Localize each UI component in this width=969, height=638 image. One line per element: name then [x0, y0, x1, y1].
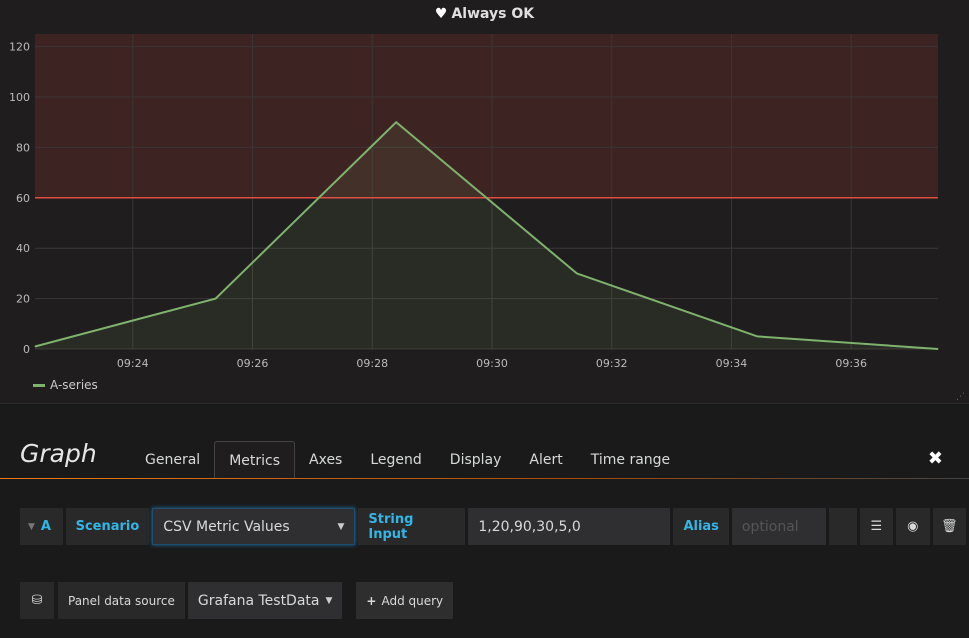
datasource-row: ⛁ Panel data source Grafana TestData ▼ + A… [20, 582, 456, 619]
y-tick-label: 80 [16, 141, 30, 154]
x-tick-label: 09:34 [716, 357, 748, 370]
threshold-region [35, 34, 938, 198]
trash-icon[interactable]: 🗑 [932, 508, 967, 545]
string-input-label: String Input [358, 508, 466, 545]
eye-icon[interactable]: ◉ [896, 508, 930, 545]
y-tick-label: 40 [16, 242, 30, 255]
series-swatch [33, 383, 45, 387]
x-tick-label: 09:28 [356, 357, 388, 370]
y-tick-label: 60 [16, 192, 30, 205]
query-ref-toggle[interactable]: ▼ A [20, 508, 63, 545]
scenario-label: Scenario [65, 508, 150, 545]
heart-icon: ♥ [434, 6, 448, 22]
x-tick-label: 09:36 [835, 357, 867, 370]
tab-axes[interactable]: Axes [309, 452, 343, 468]
editor-title: Graph [20, 439, 97, 468]
alias-label: Alias [673, 508, 729, 545]
caret-down-icon: ▼ [28, 521, 35, 532]
series-line [34, 120, 939, 350]
x-tick-label: 09:24 [117, 357, 149, 370]
tab-divider [0, 478, 969, 479]
tab-legend[interactable]: Legend [370, 452, 422, 468]
data-point [34, 345, 36, 347]
y-tick-label: 100 [9, 91, 30, 104]
graph-chart[interactable]: 0 20 40 60 80 100 120 09:24 09:26 09:28 09:30 09:32… [0, 0, 969, 375]
data-point [215, 298, 217, 300]
plot-area [35, 34, 938, 349]
tab-time-range[interactable]: Time range [590, 452, 671, 468]
legend-item[interactable]: A-series [33, 378, 98, 392]
plus-icon: + [366, 593, 377, 608]
menu-icon[interactable]: ☰ [859, 508, 894, 545]
caret-down-icon: ▼ [325, 595, 333, 606]
string-input-field[interactable]: 1,20,90,30,5,0 [468, 508, 671, 545]
query-row: ▼ A Scenario CSV Metric Values ▼ String In… [20, 508, 969, 545]
alias-input[interactable]: optional [731, 508, 826, 545]
tab-alert[interactable]: Alert [529, 452, 563, 468]
editor-tabs: General Metrics Axes Legend Display Aler… [131, 441, 684, 479]
spacer [828, 508, 857, 545]
x-tick-label: 09:26 [237, 357, 269, 370]
data-point [756, 335, 758, 337]
datasource-select[interactable]: Grafana TestData ▼ [187, 582, 343, 619]
scenario-select[interactable]: CSV Metric Values ▼ [152, 508, 356, 545]
close-icon[interactable]: ✖ [927, 448, 943, 469]
data-point [937, 348, 939, 350]
caret-down-icon: ▼ [337, 521, 345, 532]
panel-title[interactable]: ♥ Always OK [434, 6, 535, 22]
resize-handle[interactable]: ⋰ [956, 392, 965, 402]
panel-editor: Graph General Metrics Axes Legend Displa… [0, 405, 969, 638]
y-tick-label: 120 [9, 41, 30, 54]
add-query-button[interactable]: + Add query [356, 582, 454, 619]
y-tick-label: 20 [16, 293, 30, 306]
datasource-label: Panel data source [58, 582, 185, 619]
database-icon: ⛁ [20, 582, 54, 619]
data-point [395, 121, 397, 123]
tab-metrics[interactable]: Metrics [214, 441, 296, 479]
tab-display[interactable]: Display [449, 452, 502, 468]
x-tick-label: 09:32 [596, 357, 628, 370]
data-point [576, 272, 578, 274]
y-tick-label: 0 [23, 343, 30, 356]
series-area [35, 122, 938, 349]
x-tick-label: 09:30 [476, 357, 508, 370]
tab-general[interactable]: General [145, 452, 201, 468]
graph-panel: ♥ Always OK 0 20 40 60 80 100 120 09:24 09:26 09:2… [0, 0, 969, 404]
